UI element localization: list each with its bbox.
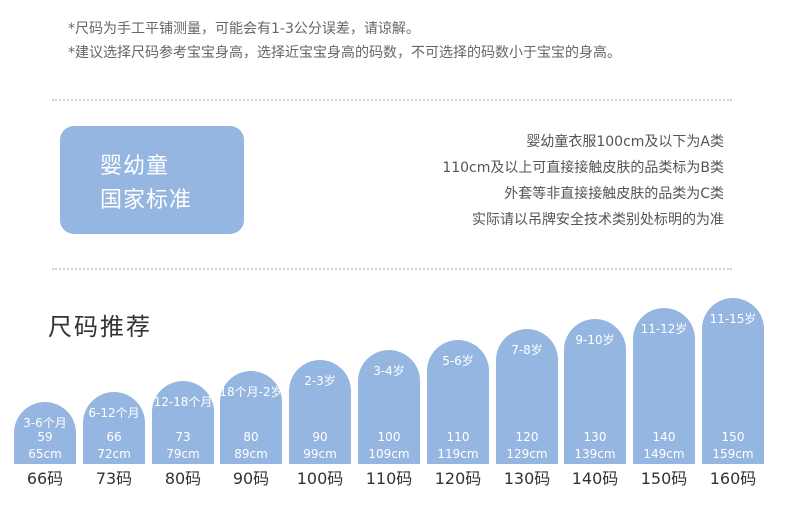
size-code-label: 140码 — [571, 469, 619, 488]
size-age-range: 2-3岁 — [304, 374, 336, 388]
size-column: 11-12岁 140 149cm 150码 — [633, 308, 695, 490]
rule-category-a: 婴幼童衣服100cm及以下为A类 — [526, 134, 724, 150]
size-code-label: 120码 — [434, 469, 482, 488]
size-column: 5-6岁 110 119cm 120码 — [427, 340, 489, 490]
size-code-label: 110码 — [365, 469, 413, 488]
size-pill: 9-10岁 130 139cm — [564, 319, 626, 464]
size-number: 120 — [515, 430, 539, 444]
size-age-range: 11-12岁 — [640, 322, 688, 336]
size-height-cm: 119cm — [437, 447, 479, 461]
size-code-label: 130码 — [503, 469, 551, 488]
size-age-range: 3-4岁 — [373, 364, 405, 378]
size-height-cm: 109cm — [368, 447, 410, 461]
size-code-label: 90码 — [232, 469, 270, 488]
size-column: 2-3岁 90 99cm 100码 — [289, 360, 351, 490]
size-code-label: 100码 — [296, 469, 344, 488]
standard-badge-line2: 国家标准 — [100, 188, 193, 213]
size-pill: 3-6个月 59 65cm — [14, 402, 76, 464]
size-pill: 12-18个月 73 79cm — [152, 381, 214, 464]
standard-badge-line1: 婴幼童 — [100, 154, 170, 179]
dotted-divider — [52, 268, 732, 270]
size-number: 80 — [243, 430, 259, 444]
size-pill: 11-12岁 140 149cm — [633, 308, 695, 464]
size-column: 3-6个月 59 65cm 66码 — [14, 402, 76, 490]
size-age-range: 7-8岁 — [511, 343, 543, 357]
size-number: 59 — [37, 430, 53, 444]
note-size-selection: *建议选择尺码参考宝宝身高，选择近宝宝身高的码数，不可选择的码数小于宝宝的身高。 — [68, 45, 621, 61]
size-pill: 2-3岁 90 99cm — [289, 360, 351, 464]
size-number: 100 — [377, 430, 401, 444]
size-number: 73 — [175, 430, 191, 444]
size-height-cm: 65cm — [28, 447, 62, 461]
size-number: 130 — [583, 430, 607, 444]
size-age-range: 3-6个月 — [23, 416, 67, 430]
size-height-cm: 139cm — [574, 447, 616, 461]
size-column: 6-12个月 66 72cm 73码 — [83, 392, 145, 490]
size-pill: 11-15岁 150 159cm — [702, 298, 764, 464]
size-column: 9-10岁 130 139cm 140码 — [564, 319, 626, 490]
size-height-cm: 79cm — [166, 447, 200, 461]
size-number: 66 — [106, 430, 122, 444]
rule-check-tag: 实际请以吊牌安全技术类别处标明的为准 — [472, 212, 724, 228]
dotted-divider — [52, 99, 732, 101]
size-number: 110 — [446, 430, 470, 444]
size-height-cm: 129cm — [506, 447, 548, 461]
size-pill: 5-6岁 110 119cm — [427, 340, 489, 464]
size-code-label: 150码 — [640, 469, 688, 488]
size-pill: 6-12个月 66 72cm — [83, 392, 145, 464]
size-number: 150 — [721, 430, 745, 444]
safety-category-rules: 婴幼童衣服100cm及以下为A类 110cm及以上可直接接触皮肤的品类标为B类 … — [442, 132, 724, 236]
size-column: 11-15岁 150 159cm 160码 — [702, 298, 764, 490]
size-code-label: 66码 — [26, 469, 64, 488]
size-column: 18个月-2岁 80 89cm 90码 — [219, 371, 283, 490]
size-age-range: 12-18个月 — [153, 395, 213, 409]
note-measurement-error: *尺码为手工平铺测量，可能会有1-3公分误差，请谅解。 — [68, 21, 420, 37]
size-height-cm: 159cm — [712, 447, 754, 461]
rule-category-b: 110cm及以上可直接接触皮肤的品类标为B类 — [442, 160, 724, 176]
size-age-range: 6-12个月 — [88, 406, 140, 420]
size-column: 3-4岁 100 109cm 110码 — [358, 350, 420, 490]
national-standard-badge: 婴幼童 国家标准 — [60, 126, 244, 234]
size-column: 7-8岁 120 129cm 130码 — [496, 329, 558, 490]
size-age-range: 5-6岁 — [442, 354, 474, 368]
size-column: 12-18个月 73 79cm 80码 — [152, 381, 214, 490]
size-pill: 18个月-2岁 80 89cm — [219, 371, 283, 464]
size-age-range: 11-15岁 — [709, 312, 757, 326]
size-height-cm: 72cm — [97, 447, 131, 461]
size-height-cm: 89cm — [234, 447, 268, 461]
size-pill: 3-4岁 100 109cm — [358, 350, 420, 464]
size-pill: 7-8岁 120 129cm — [496, 329, 558, 464]
size-number: 140 — [652, 430, 676, 444]
size-height-cm: 149cm — [643, 447, 685, 461]
size-age-range: 18个月-2岁 — [219, 385, 283, 399]
size-number: 90 — [312, 430, 328, 444]
size-age-range: 9-10岁 — [575, 333, 615, 347]
size-height-cm: 99cm — [303, 447, 337, 461]
size-recommendation-title: 尺码推荐 — [48, 313, 152, 341]
size-code-label: 160码 — [709, 469, 757, 488]
size-code-label: 80码 — [164, 469, 202, 488]
rule-category-c: 外套等非直接接触皮肤的品类为C类 — [504, 186, 724, 202]
size-code-label: 73码 — [95, 469, 133, 488]
